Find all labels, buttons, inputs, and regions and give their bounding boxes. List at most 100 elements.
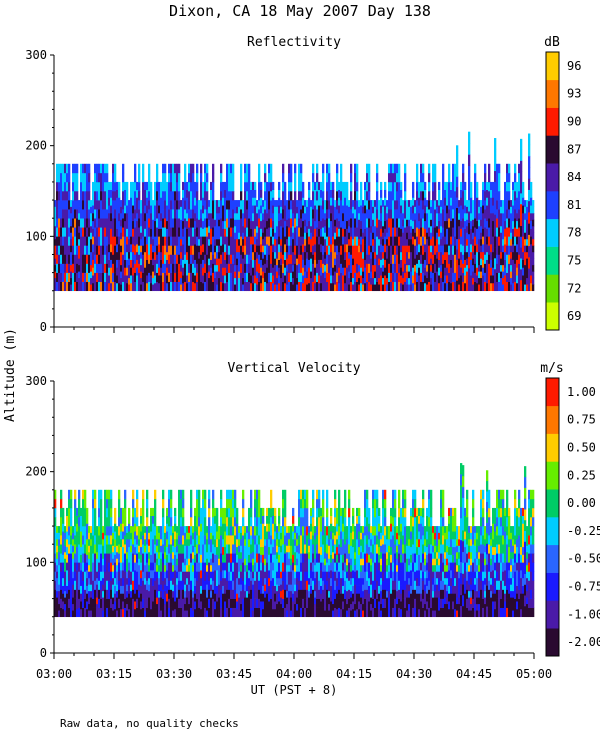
heatmap-cell: [146, 236, 149, 245]
heatmap-cell: [504, 267, 507, 276]
heatmap-cell: [498, 218, 501, 228]
heatmap-cell: [194, 507, 197, 516]
heatmap-cell: [196, 562, 199, 572]
heatmap-cell: [112, 163, 115, 174]
heatmap-cell: [244, 172, 247, 183]
heatmap-cell: [200, 554, 203, 563]
heatmap-cell: [134, 227, 137, 237]
heatmap-cell: [180, 258, 183, 266]
heatmap-cell: [206, 227, 209, 237]
heatmap-cell: [54, 213, 57, 220]
heatmap-cell: [66, 523, 69, 532]
heatmap-cell: [482, 197, 485, 206]
heatmap-cell: [164, 245, 167, 255]
heatmap-cell: [56, 539, 59, 546]
heatmap-cell: [400, 213, 403, 222]
heatmap-cell: [514, 181, 517, 192]
heatmap-cell: [158, 282, 161, 292]
heatmap-cell: [64, 590, 67, 598]
heatmap-cell: [438, 244, 441, 253]
heatmap-cell: [352, 219, 355, 227]
heatmap-cell: [352, 277, 355, 285]
heatmap-cell: [372, 200, 375, 207]
heatmap-cell: [104, 272, 107, 282]
heatmap-cell: [386, 238, 389, 246]
heatmap-cell: [54, 553, 57, 563]
heatmap-cell: [408, 245, 411, 253]
heatmap-cell: [214, 284, 217, 292]
heatmap-cell: [190, 598, 193, 608]
heatmap-cell: [270, 607, 273, 618]
heatmap-cell: [220, 191, 223, 201]
heatmap-cell: [444, 236, 447, 245]
heatmap-cell: [118, 580, 121, 590]
heatmap-cell: [306, 258, 309, 266]
heatmap-cell: [142, 553, 145, 563]
heatmap-cell: [204, 245, 207, 255]
colorbar-swatch: [546, 52, 559, 81]
heatmap-cell: [178, 200, 181, 210]
heatmap-cell: [134, 515, 137, 524]
heatmap-cell: [130, 545, 133, 553]
heatmap-cell: [88, 254, 91, 264]
heatmap-cell: [208, 498, 211, 509]
heatmap-cell: [448, 281, 451, 292]
heatmap-cell: [384, 236, 387, 245]
heatmap-cell: [108, 228, 111, 237]
heatmap-cell: [128, 277, 131, 285]
heatmap-cell: [84, 245, 87, 255]
heatmap-cell: [242, 580, 245, 590]
heatmap-cell: [86, 601, 89, 610]
heatmap-cell: [188, 218, 191, 228]
heatmap-cell: [274, 232, 277, 240]
heatmap-cell: [406, 284, 409, 292]
heatmap-cell: [510, 219, 513, 227]
heatmap-cell: [320, 251, 323, 260]
heatmap-cell: [202, 251, 205, 260]
heatmap-cell: [422, 227, 425, 237]
heatmap-cell: [152, 213, 155, 220]
heatmap-cell: [144, 236, 147, 245]
heatmap-cell: [204, 535, 207, 545]
heatmap-cell: [150, 585, 153, 594]
heatmap-cell: [490, 267, 493, 276]
heatmap-cell: [54, 489, 57, 500]
heatmap-cell: [414, 258, 417, 266]
heatmap-cell: [88, 532, 91, 540]
heatmap-cell: [136, 598, 139, 608]
heatmap-cell: [206, 577, 209, 585]
heatmap-cell: [374, 284, 377, 292]
heatmap-cell: [188, 200, 191, 210]
heatmap-cell: [142, 526, 145, 536]
heatmap-cell: [332, 220, 335, 229]
heatmap-cell: [392, 281, 395, 292]
heatmap-cell: [188, 263, 191, 273]
heatmap-cell: [218, 284, 221, 292]
heatmap-cell: [158, 220, 161, 229]
heatmap-cell: [112, 200, 115, 210]
heatmap-cell: [194, 546, 197, 555]
heatmap-cell: [510, 225, 513, 233]
heatmap-cell: [444, 282, 447, 292]
heatmap-cell: [74, 571, 77, 581]
heatmap-cell: [194, 601, 197, 610]
heatmap-cell: [218, 232, 221, 240]
heatmap-cell: [122, 191, 125, 201]
heatmap-cell: [106, 218, 109, 228]
heatmap-cell: [188, 564, 191, 572]
heatmap-cell: [56, 551, 59, 559]
heatmap-cell: [244, 191, 247, 201]
heatmap-cell: [154, 598, 157, 608]
heatmap-cell: [396, 272, 399, 282]
heatmap-cell: [380, 189, 383, 198]
heatmap-cell: [500, 245, 503, 253]
heatmap-cell: [262, 219, 265, 227]
heatmap-cell: [178, 181, 181, 192]
heatmap-cell: [512, 236, 515, 245]
heatmap-cell: [92, 607, 95, 618]
heatmap-cell: [332, 251, 335, 260]
heatmap-cell: [214, 232, 217, 240]
heatmap-cell: [94, 172, 97, 183]
heatmap-cell: [392, 172, 395, 183]
heatmap-cell: [298, 263, 301, 273]
